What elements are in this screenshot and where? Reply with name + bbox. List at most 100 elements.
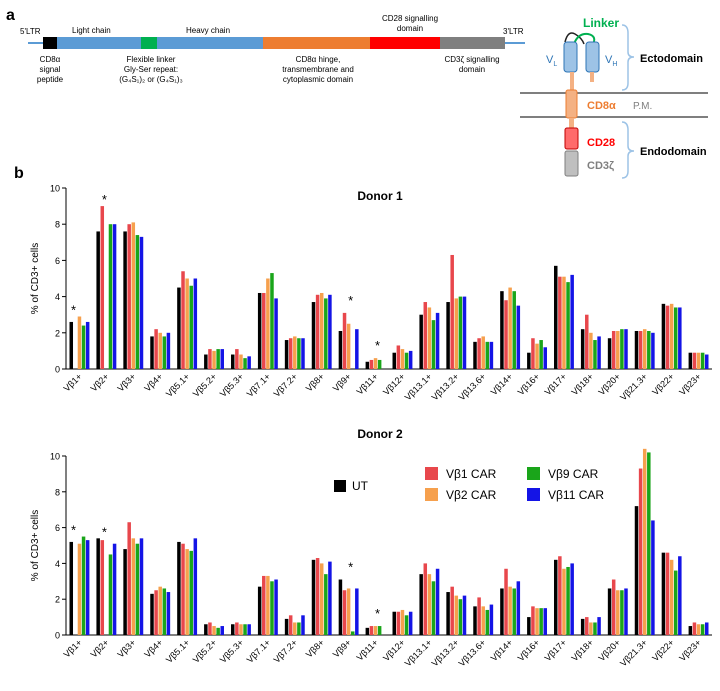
bar: [570, 563, 574, 635]
bar: [647, 452, 651, 635]
bar: [527, 617, 531, 635]
x-tick-label: Vβ5.2+: [191, 637, 219, 665]
bar: [162, 336, 167, 369]
significance-star: *: [71, 523, 76, 538]
bar: [485, 609, 490, 635]
bar: [423, 563, 428, 635]
hinge-stalk-right: [590, 72, 594, 82]
bar: [262, 575, 266, 635]
bar: [535, 343, 539, 369]
x-tick-label: Vβ12+: [381, 371, 407, 397]
significance-star: *: [375, 338, 380, 353]
bar: [247, 356, 251, 369]
bar: [504, 300, 508, 369]
bar: [328, 294, 332, 369]
bar: [607, 588, 612, 635]
x-tick-label: Vβ23+: [677, 371, 703, 397]
bar: [328, 561, 332, 635]
bar: [489, 341, 494, 369]
bar: [231, 354, 235, 369]
bar: [673, 307, 678, 369]
bar: [355, 329, 359, 369]
bar: [647, 330, 651, 369]
bar: [324, 574, 328, 635]
linker-label-3: (G₄S₁)₂ or (G₄S₁)₃: [119, 75, 183, 84]
x-tick-label: Vβ13.1+: [403, 371, 434, 402]
bar: [531, 338, 535, 369]
cd28-domain-icon: [564, 127, 579, 150]
significance-star: *: [375, 606, 380, 621]
bar: [293, 622, 297, 635]
bar: [181, 543, 185, 635]
bar: [185, 278, 189, 369]
x-tick-label: Vβ4+: [142, 371, 164, 393]
bar: [516, 305, 521, 369]
bar: [135, 543, 140, 635]
bar: [396, 345, 401, 369]
bar: [131, 222, 136, 369]
y-tick-label: 10: [50, 184, 60, 194]
bar: [634, 330, 639, 369]
bar: [270, 581, 274, 635]
significance-star: *: [348, 293, 353, 308]
vh-domain-icon: [585, 41, 600, 73]
bar: [554, 559, 558, 635]
significance-star: *: [102, 524, 107, 539]
bar: [319, 563, 324, 635]
bar: [85, 321, 90, 369]
bar: [458, 599, 463, 635]
bar: [266, 575, 270, 635]
bar: [297, 338, 301, 369]
bar: [131, 538, 136, 635]
cd3z-label-2: domain: [459, 65, 485, 74]
bar: [220, 626, 224, 635]
cd8a-hinge-segment: [263, 37, 370, 49]
schematic-vl-label: VL: [546, 54, 557, 68]
schematic-vh-label: VH: [605, 54, 617, 68]
bar: [243, 624, 247, 635]
x-tick-label: Vβ1+: [62, 637, 84, 659]
ltr5-label: 5'LTR: [20, 27, 41, 36]
bar: [177, 287, 181, 369]
bar: [262, 292, 266, 369]
bar: [554, 265, 558, 369]
legend: UT Vβ1 CAR Vβ9 CAR Vβ2 CAR Vβ11 CAR: [334, 467, 604, 502]
bar: [535, 608, 539, 635]
bar: [485, 341, 490, 369]
bar: [239, 624, 243, 635]
bar: [77, 543, 82, 635]
bar: [423, 302, 428, 369]
endodomain-label: Endodomain: [640, 146, 707, 158]
bar: [81, 536, 86, 635]
bar: [688, 352, 693, 369]
x-tick-label: Vβ3+: [115, 371, 137, 393]
bar: [408, 350, 413, 369]
light-chain-segment: [57, 37, 141, 49]
bar: [166, 592, 171, 635]
schematic-pm-label: P.M.: [633, 101, 652, 112]
legend-label-vb9: Vβ9 CAR: [548, 467, 599, 481]
bar: [193, 278, 198, 369]
bar: [208, 622, 212, 635]
bar: [154, 329, 158, 369]
bar: [392, 352, 397, 369]
bar: [193, 538, 198, 635]
bar: [585, 617, 589, 635]
bar: [346, 588, 351, 635]
linker-label-2: Gly-Ser repeat:: [124, 65, 178, 74]
bar: [427, 307, 432, 369]
bar: [566, 566, 570, 635]
x-tick-label: Vβ11+: [355, 637, 380, 662]
cd3z-segment: [440, 37, 505, 49]
bar: [112, 543, 117, 635]
bar: [500, 291, 504, 369]
y-tick-label: 4: [55, 559, 60, 569]
schematic-linker-label: Linker: [583, 16, 619, 30]
bar: [454, 595, 459, 635]
y-tick-label: 8: [55, 220, 60, 230]
bar: [477, 338, 481, 369]
x-tick-label: Vβ8+: [304, 637, 326, 659]
bar: [212, 626, 216, 635]
bar: [365, 361, 370, 369]
x-tick-label: Vβ2+: [89, 637, 111, 659]
